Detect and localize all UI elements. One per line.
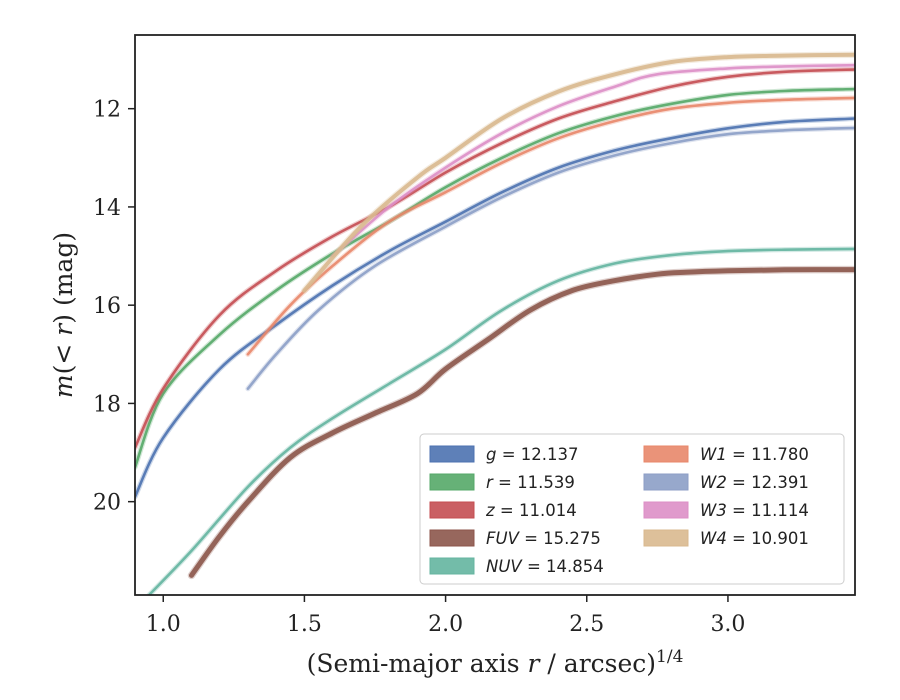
y-tick-label: 16	[93, 294, 121, 319]
axes-frame	[134, 34, 856, 596]
ticks-layer: 1.0 1.5 2.0 2.5 3.0 12 14 16 18 20	[93, 98, 745, 637]
curve-nuv	[147, 247, 855, 595]
curve-w3	[331, 63, 855, 258]
curve-w2	[246, 126, 855, 390]
curve-fuv	[189, 267, 855, 578]
legend-box	[419, 433, 845, 585]
y-tick-label: 14	[93, 196, 121, 221]
legend-swatch-w4	[643, 529, 689, 547]
legend-label-r: r = 11.539	[486, 473, 575, 492]
curve-w4	[302, 52, 855, 293]
legend: g = 12.137 r = 11.539 z = 11.014 FUV = 15.2…	[419, 433, 845, 585]
curve-r	[135, 87, 855, 469]
y-tick-label: 12	[93, 98, 121, 123]
legend-swatch-w2	[643, 473, 689, 491]
legend-swatch-g	[429, 445, 475, 463]
legend-label-w3: W3 = 11.114	[700, 501, 809, 520]
legend-label-w4: W4 = 10.901	[700, 529, 809, 548]
y-tick-label: 18	[93, 392, 121, 417]
legend-swatch-nuv	[429, 557, 475, 575]
x-tick-label: 2.0	[428, 612, 463, 637]
x-axis-label: (Semi-major axis r / arcsec)1/4	[307, 647, 684, 678]
legend-swatch-w3	[643, 501, 689, 519]
legend-label-g: g = 12.137	[486, 445, 579, 464]
legend-label-w2: W2 = 12.391	[700, 473, 809, 492]
x-tick-label: 3.0	[710, 612, 745, 637]
curve-w1	[246, 96, 855, 356]
legend-label-fuv: FUV = 15.275	[486, 529, 601, 548]
legend-swatch-r	[429, 473, 475, 491]
legend-label-nuv: NUV = 14.854	[486, 557, 604, 576]
y-tick-label: 20	[93, 491, 121, 516]
y-axis-label: m(< r) (mag)	[49, 232, 78, 398]
x-tick-label: 1.5	[287, 612, 322, 637]
legend-swatch-w1	[643, 445, 689, 463]
legend-swatch-z	[429, 501, 475, 519]
legend-label-z: z = 11.014	[485, 501, 577, 520]
curve-g	[135, 117, 855, 499]
curves-layer	[135, 51, 855, 595]
legend-swatch-fuv	[429, 529, 475, 547]
x-tick-label: 2.5	[569, 612, 604, 637]
plot-frame	[134, 34, 856, 596]
x-tick-label: 1.0	[146, 612, 181, 637]
curve-z	[135, 68, 855, 449]
legend-label-w1: W1 = 11.780	[700, 445, 809, 464]
axis-labels: (Semi-major axis r / arcsec)1/4 m(< r) (m…	[49, 232, 683, 678]
